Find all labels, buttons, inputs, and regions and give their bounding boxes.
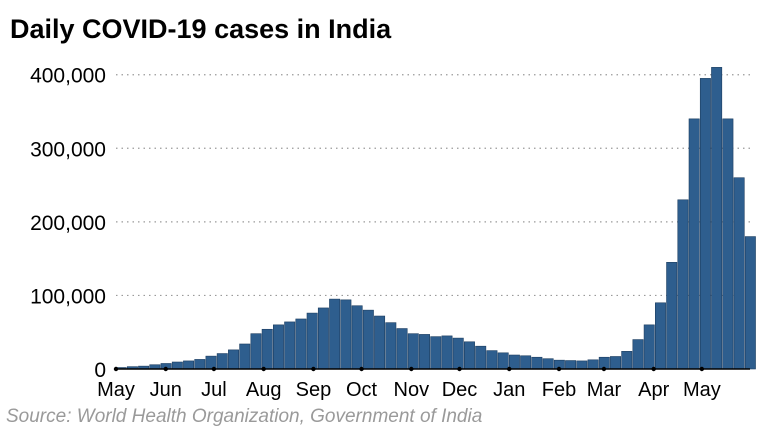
x-tick-mark	[311, 366, 316, 372]
source-note: Source: World Health Organization, Gover…	[6, 406, 483, 427]
data-bar	[733, 177, 745, 370]
data-bar	[374, 315, 386, 370]
data-bar	[699, 78, 711, 370]
x-tick-mark	[163, 366, 168, 372]
x-tick-label: May	[97, 379, 135, 401]
x-tick-labels: May Jun Jul Aug Sep Oct Nov Dec Jan Feb Mar Apr May	[97, 379, 721, 401]
data-bar	[666, 262, 678, 370]
data-bar	[475, 345, 487, 370]
data-bar	[655, 302, 666, 370]
gridlines	[116, 74, 750, 297]
x-tick-mark	[556, 366, 562, 372]
data-bar	[351, 305, 363, 370]
data-bar	[228, 349, 239, 370]
y-tick-label: 0	[94, 359, 106, 382]
data-bar	[632, 339, 644, 370]
x-tick-label: Nov	[394, 379, 430, 401]
y-tick-label: 400,000	[30, 65, 106, 88]
y-tick-label: 300,000	[30, 138, 106, 161]
x-tick-marks	[113, 366, 705, 372]
x-tick-label: Jun	[150, 379, 182, 401]
data-bar	[171, 361, 183, 370]
x-tick-mark	[651, 366, 656, 372]
data-bar	[329, 298, 341, 370]
data-bar	[250, 333, 262, 370]
data-bar	[677, 199, 689, 370]
x-tick-mark	[113, 366, 119, 372]
data-bar	[216, 353, 228, 370]
data-bar	[576, 360, 588, 370]
data-bar	[565, 360, 577, 370]
data-bar	[317, 307, 329, 370]
data-bar	[385, 322, 397, 370]
data-bar	[284, 321, 296, 370]
x-tick-mark	[211, 366, 217, 372]
data-bar	[711, 67, 723, 370]
data-bar	[688, 118, 700, 370]
data-bar	[531, 356, 543, 370]
data-bar	[463, 341, 475, 370]
chart-title: Daily COVID-19 cases in India	[10, 14, 392, 44]
data-bar	[621, 351, 633, 370]
x-tick-mark	[261, 366, 266, 372]
data-bar	[340, 299, 352, 370]
data-bar	[430, 336, 442, 370]
data-bar	[542, 358, 554, 370]
data-bar	[722, 118, 734, 370]
data-bar	[486, 350, 498, 370]
x-tick-label: Dec	[442, 379, 478, 401]
x-tick-label: Oct	[346, 379, 378, 401]
y-tick-label: 200,000	[30, 212, 106, 235]
data-bar	[452, 337, 464, 370]
x-tick-mark	[601, 366, 607, 372]
y-tick-label: 100,000	[30, 285, 106, 308]
data-bar	[272, 324, 284, 370]
data-bar	[194, 359, 206, 370]
data-bar	[239, 343, 251, 370]
x-tick-label: Mar	[587, 379, 622, 401]
data-bar	[261, 328, 273, 370]
data-bar	[396, 328, 408, 370]
x-tick-mark	[409, 366, 414, 372]
x-tick-mark	[507, 366, 512, 372]
data-bar	[362, 309, 374, 370]
data-bar	[497, 352, 509, 370]
x-tick-mark	[457, 366, 462, 372]
x-tick-label: Feb	[542, 379, 576, 401]
x-tick-label: Sep	[296, 379, 332, 401]
data-bar	[643, 324, 655, 370]
x-tick-label: Aug	[246, 379, 282, 401]
data-bar	[306, 312, 318, 370]
y-tick-labels: 0 100,000 200,000 300,000 400,000	[30, 65, 106, 382]
x-tick-label: Jan	[493, 379, 525, 401]
data-bar	[508, 354, 520, 370]
data-bar	[610, 356, 621, 370]
data-bar	[587, 359, 599, 370]
data-bar	[441, 335, 453, 370]
x-tick-label: Jul	[201, 379, 227, 401]
bars	[115, 67, 756, 370]
data-bar	[520, 355, 532, 370]
x-tick-mark	[359, 366, 364, 372]
data-bar	[295, 318, 307, 370]
x-tick-label: May	[683, 379, 721, 401]
data-bar	[419, 334, 430, 370]
data-bar	[744, 236, 756, 370]
x-tick-label: Apr	[638, 379, 669, 401]
data-bar	[407, 333, 419, 370]
data-bar	[183, 360, 195, 370]
x-tick-mark	[699, 366, 705, 372]
